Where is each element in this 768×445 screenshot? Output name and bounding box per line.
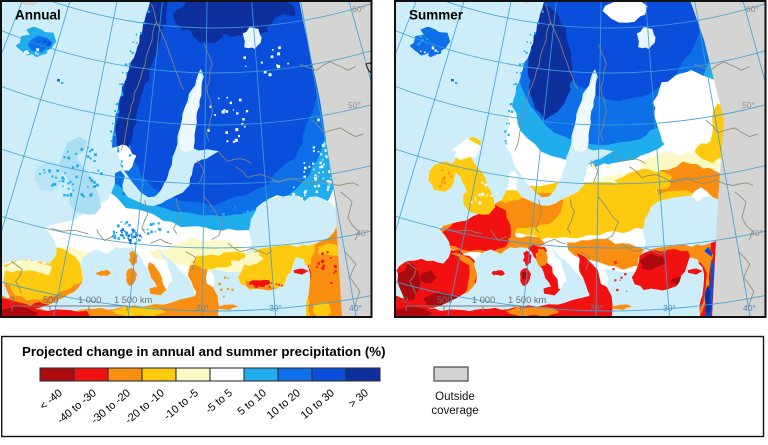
svg-text:Projected change in annual and: Projected change in annual and summer pr…: [22, 344, 386, 359]
svg-text:1 000: 1 000: [78, 295, 101, 305]
svg-text:500: 500: [43, 295, 59, 305]
svg-text:20°: 20°: [196, 303, 209, 313]
svg-text:coverage: coverage: [431, 405, 478, 417]
svg-text:Annual: Annual: [15, 8, 61, 23]
svg-text:60°: 60°: [352, 4, 365, 14]
svg-text:20°: 20°: [590, 303, 603, 313]
svg-text:Summer: Summer: [409, 8, 464, 23]
svg-text:40°: 40°: [356, 228, 369, 238]
svg-text:1 000: 1 000: [472, 295, 495, 305]
svg-text:30°: 30°: [269, 303, 282, 313]
svg-text:40°: 40°: [743, 303, 756, 313]
svg-text:40°: 40°: [349, 303, 362, 313]
svg-text:0: 0: [9, 295, 14, 305]
svg-text:0: 0: [403, 295, 408, 305]
svg-text:40°: 40°: [750, 228, 763, 238]
svg-text:50°: 50°: [348, 100, 361, 110]
svg-text:60°: 60°: [746, 4, 759, 14]
svg-text:1 500 km: 1 500 km: [508, 295, 546, 305]
svg-text:Outside: Outside: [435, 391, 475, 403]
svg-text:50°: 50°: [742, 100, 755, 110]
svg-text:500: 500: [437, 295, 453, 305]
svg-text:30°: 30°: [663, 303, 676, 313]
svg-text:1 500 km: 1 500 km: [114, 295, 152, 305]
